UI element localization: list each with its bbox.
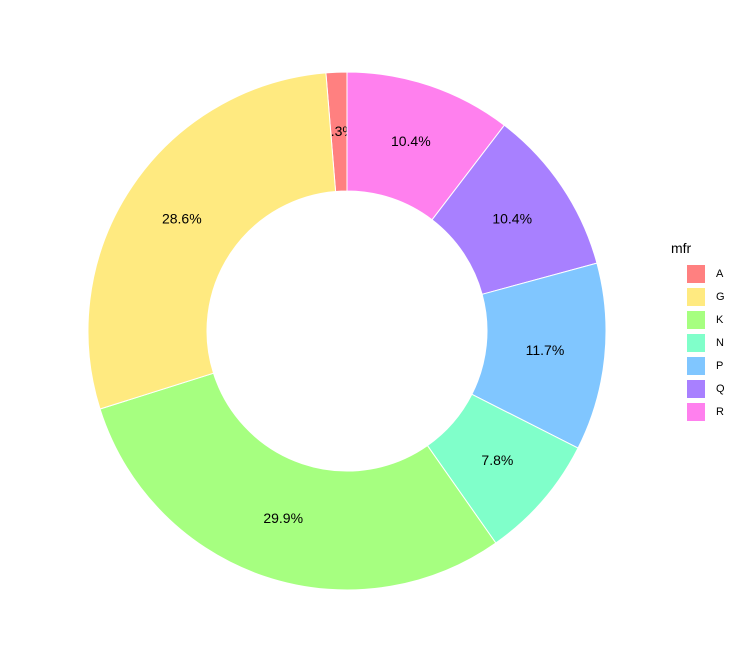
- legend-label-K: K: [716, 313, 724, 326]
- slice-label-R: 10.4%: [391, 133, 431, 149]
- legend-item-R: R: [670, 400, 725, 423]
- legend-label-G: G: [716, 290, 725, 303]
- legend-item-Q: Q: [670, 377, 725, 400]
- legend-key-R: [687, 402, 705, 421]
- slice-label-P: 11.7%: [526, 342, 565, 358]
- legend-item-G: G: [670, 285, 725, 308]
- legend-key-G: [687, 287, 705, 306]
- legend-key-K: [687, 310, 705, 329]
- legend-label-Q: Q: [716, 382, 725, 395]
- legend-label-P: P: [716, 359, 724, 372]
- slice-label-K: 29.9%: [263, 510, 303, 526]
- legend-key-A: [687, 264, 705, 283]
- slice-label-N: 7.8%: [481, 452, 513, 468]
- legend-key-N: [687, 333, 705, 352]
- legend-item-A: A: [670, 262, 725, 285]
- legend-key-P: [687, 356, 705, 375]
- slice-label-Q: 10.4%: [492, 211, 532, 227]
- slice-K: [99, 372, 497, 591]
- legend-item-N: N: [670, 331, 725, 354]
- legend-title: mfr: [671, 240, 692, 256]
- legend-label-R: R: [716, 405, 724, 418]
- slice-label-G: 28.6%: [162, 211, 202, 227]
- legend-label-A: A: [716, 267, 724, 280]
- legend-label-N: N: [716, 336, 724, 349]
- legend-item-P: P: [670, 354, 725, 377]
- legend-key-Q: [687, 379, 705, 398]
- legend-item-K: K: [670, 308, 725, 331]
- slice-G: [87, 72, 337, 410]
